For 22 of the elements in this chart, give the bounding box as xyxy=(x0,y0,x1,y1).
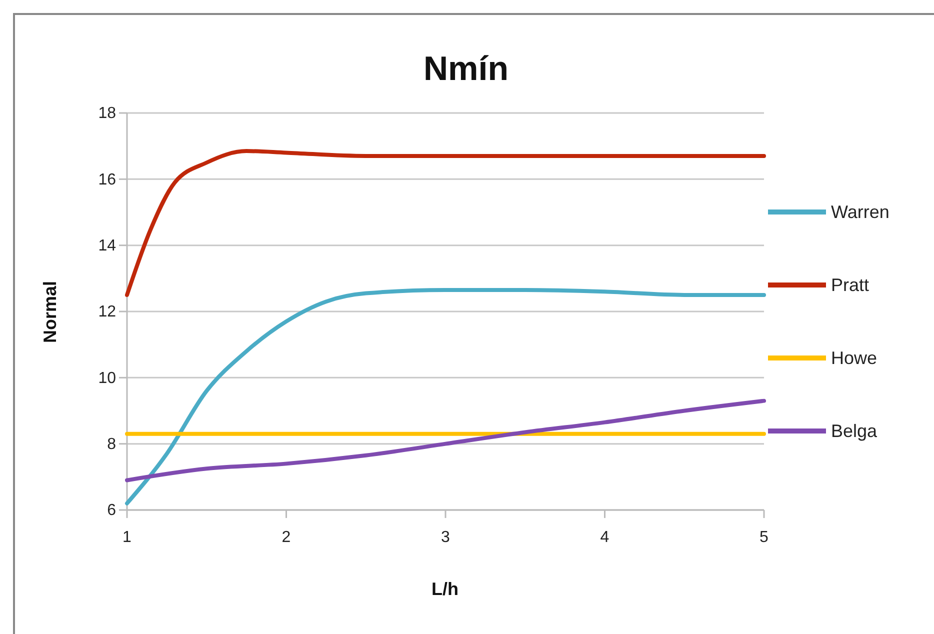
line-series xyxy=(125,398,766,482)
y-tick-label: 12 xyxy=(98,304,116,321)
line-series xyxy=(125,149,766,297)
y-tick-label: 18 xyxy=(98,105,116,122)
y-tick-label: 8 xyxy=(107,436,116,453)
x-tick-label: 3 xyxy=(441,528,450,546)
x-tick-label: 5 xyxy=(760,528,769,546)
legend-label: Warren xyxy=(831,202,890,222)
x-tick-label: 2 xyxy=(282,528,291,546)
y-tick-label: 10 xyxy=(98,370,116,387)
chart-title: Nmín xyxy=(424,50,508,88)
legend-label: Howe xyxy=(831,348,878,368)
y-axis-title: Normal xyxy=(40,280,60,344)
y-tick-label: 6 xyxy=(107,502,116,520)
y-tick-label: 16 xyxy=(98,171,116,188)
legend-label: Belga xyxy=(831,421,878,441)
x-tick-label: 1 xyxy=(122,528,132,546)
x-axis-title: L/h xyxy=(432,579,458,599)
line-series xyxy=(125,288,766,506)
y-tick-label: 14 xyxy=(98,237,116,254)
legend-label: Pratt xyxy=(831,275,870,295)
x-tick-label: 4 xyxy=(600,528,610,546)
